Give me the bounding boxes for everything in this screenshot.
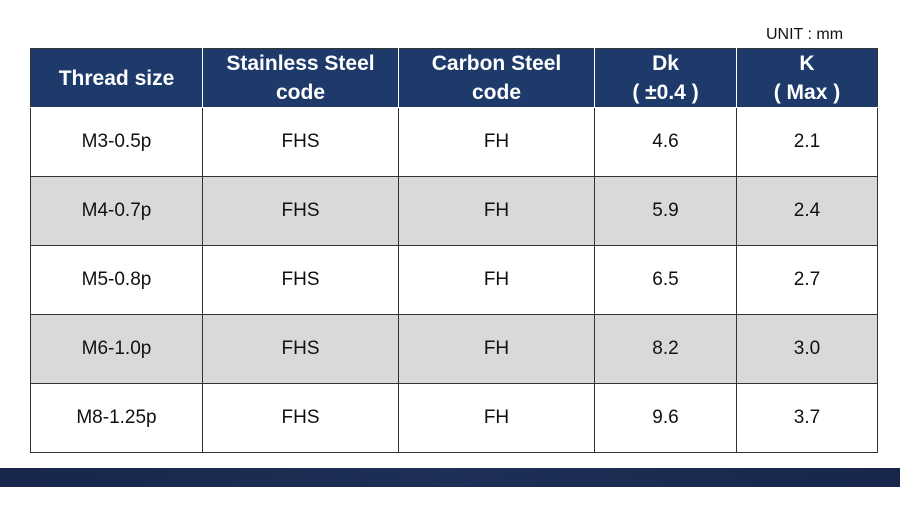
header-line: code xyxy=(275,81,325,104)
table-row: M4-0.7p FHS FH 5.9 2.4 xyxy=(30,176,878,246)
unit-label: UNIT : mm xyxy=(766,26,844,43)
table-cell: FH xyxy=(398,107,595,177)
table-cell: 2.1 xyxy=(736,107,878,177)
header-line: Stainless Steel xyxy=(226,52,375,75)
header-line: Carbon Steel xyxy=(431,52,562,75)
header-line: Dk xyxy=(652,52,679,75)
table-cell: M4-0.7p xyxy=(30,176,203,246)
table-cell: FHS xyxy=(202,176,399,246)
spec-table: Thread size Stainless Steel code Carbon Ste… xyxy=(30,48,878,453)
header-line: ( Max ) xyxy=(773,81,841,104)
header-cell: Thread size xyxy=(30,48,203,108)
table-cell: 9.6 xyxy=(594,383,737,453)
table-cell: FHS xyxy=(202,383,399,453)
table-cell: 2.4 xyxy=(736,176,878,246)
table-cell: 6.5 xyxy=(594,245,737,315)
header-cell: Carbon Steel code xyxy=(398,48,595,108)
header-cell: K ( Max ) xyxy=(736,48,878,108)
header-row: Thread size Stainless Steel code Carbon Ste… xyxy=(30,48,878,108)
header-cell: Dk ( ±0.4 ) xyxy=(594,48,737,108)
table-cell: 3.7 xyxy=(736,383,878,453)
header-line: ( ±0.4 ) xyxy=(632,81,699,104)
table-cell: FHS xyxy=(202,314,399,384)
table-cell: M6-1.0p xyxy=(30,314,203,384)
table-cell: FHS xyxy=(202,107,399,177)
table-cell: 8.2 xyxy=(594,314,737,384)
table-cell: FH xyxy=(398,176,595,246)
table-cell: FH xyxy=(398,383,595,453)
table-body: M3-0.5p FHS FH 4.6 2.1 M4-0.7p FHS FH 5.9 2.4 M5-0… xyxy=(30,107,878,453)
table-row: M8-1.25p FHS FH 9.6 3.7 xyxy=(30,383,878,453)
table-cell: FHS xyxy=(202,245,399,315)
table-cell: 4.6 xyxy=(594,107,737,177)
table-row: M5-0.8p FHS FH 6.5 2.7 xyxy=(30,245,878,315)
header-line: Thread size xyxy=(58,66,175,90)
footer-band xyxy=(0,468,900,487)
table-cell: 5.9 xyxy=(594,176,737,246)
table-cell: M5-0.8p xyxy=(30,245,203,315)
header-cell: Stainless Steel code xyxy=(202,48,399,108)
table-cell: 2.7 xyxy=(736,245,878,315)
header-line: code xyxy=(471,81,521,104)
table-cell: M8-1.25p xyxy=(30,383,203,453)
table-cell: M3-0.5p xyxy=(30,107,203,177)
table-cell: FH xyxy=(398,245,595,315)
table-cell: FH xyxy=(398,314,595,384)
table-row: M3-0.5p FHS FH 4.6 2.1 xyxy=(30,107,878,177)
table-cell: 3.0 xyxy=(736,314,878,384)
table-row: M6-1.0p FHS FH 8.2 3.0 xyxy=(30,314,878,384)
header-line: K xyxy=(799,52,815,75)
